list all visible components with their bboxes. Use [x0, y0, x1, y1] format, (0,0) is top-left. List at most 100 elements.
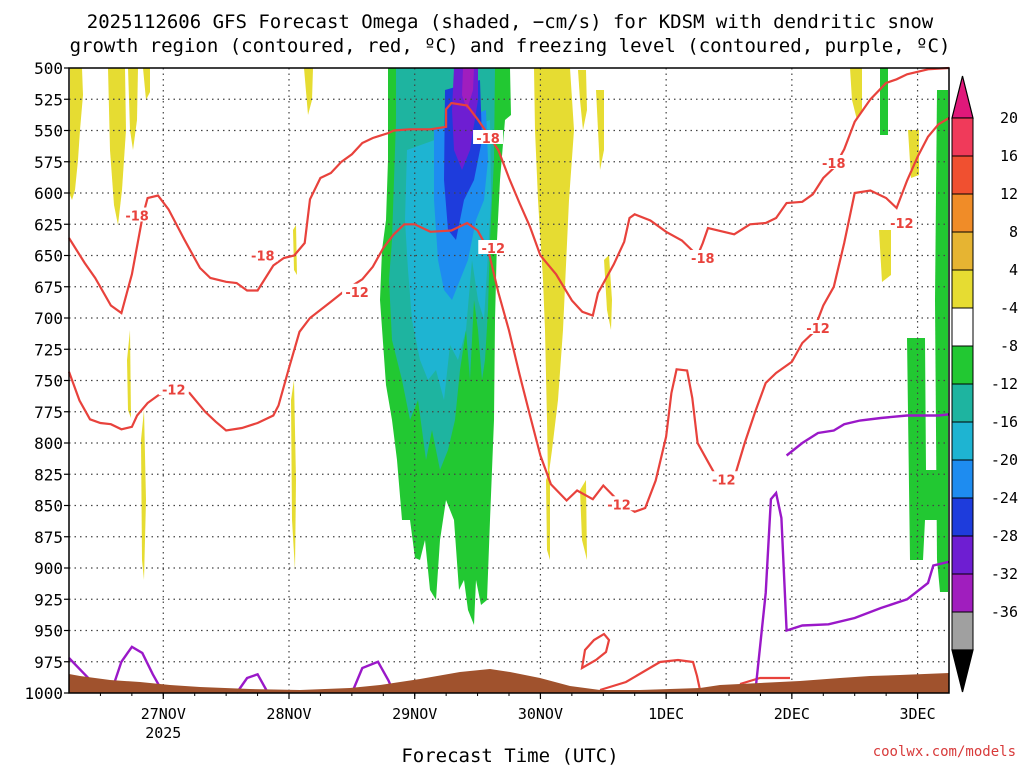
contour-label-bg — [122, 207, 153, 222]
colorbar-label: -36 — [991, 603, 1018, 621]
contour-label: -12 — [806, 322, 830, 337]
omega-patch-yellow — [850, 68, 862, 120]
colorbar-segment — [951, 117, 974, 157]
omega-patch-yellow — [580, 480, 587, 560]
omega-patch-yellow — [108, 68, 126, 225]
dgz-contour-minus12 — [67, 117, 950, 514]
contour-label: -12 — [607, 498, 631, 513]
y-tick-label: 825 — [34, 465, 63, 484]
colorbar-segment — [951, 497, 974, 537]
colorbar-segment — [951, 573, 974, 613]
omega-patch-yellow — [879, 230, 891, 282]
contour-label-bg — [604, 496, 634, 511]
contour-label-bg — [708, 471, 739, 486]
y-tick-label: 925 — [34, 590, 63, 609]
y-tick-label: 725 — [34, 340, 63, 359]
omega-patch-yellow — [578, 70, 587, 130]
contour-label-bg — [818, 155, 849, 169]
contour-label: -12 — [345, 286, 369, 301]
omega-patch-yellow — [70, 68, 83, 200]
colorbar-top-arrow — [951, 75, 974, 119]
omega-patch-green — [880, 68, 888, 135]
chart-title-line1: 2025112606 GFS Forecast Omega (shaded, −… — [87, 11, 934, 33]
omega-patch-yellow — [291, 380, 296, 570]
colorbar-label: 8 — [1009, 223, 1018, 241]
contour-label-bg — [247, 247, 278, 262]
y-tick-label: 525 — [34, 90, 63, 109]
freezing-level-line — [109, 645, 165, 694]
x-tick-label: 30NOV — [518, 705, 563, 723]
x-tick-label: 27NOV — [141, 705, 186, 723]
colorbar-segment — [951, 383, 974, 423]
colorbar-segment — [951, 421, 974, 461]
colorbar-segment — [951, 307, 974, 347]
freezing-level-contours — [68, 413, 950, 694]
y-tick-label: 850 — [34, 497, 63, 516]
contour-label-bg — [473, 130, 504, 144]
omega-patch-yellow — [534, 68, 574, 480]
colorbar-bottom-arrow — [951, 649, 974, 693]
y-tick-label: 750 — [34, 372, 63, 391]
watermark-text: coolwx.com/models — [873, 744, 1016, 760]
colorbar-segment — [951, 155, 974, 195]
colorbar-segment — [951, 535, 974, 575]
x-tick-label: 1DEC — [648, 705, 684, 723]
dgz-contour-low — [739, 676, 790, 686]
contour-label: -18 — [125, 210, 149, 225]
y-tick-label: 875 — [34, 528, 63, 547]
y-tick-label: 950 — [34, 622, 63, 641]
freezing-level-line — [785, 413, 950, 457]
y-tick-label: 1000 — [24, 684, 63, 703]
y-tick-label: 575 — [34, 153, 63, 172]
grid-lines — [69, 68, 949, 693]
omega-patch-yellow — [596, 90, 604, 170]
contour-label: -12 — [482, 242, 506, 257]
y-tick-label: 775 — [34, 403, 63, 422]
contour-label-bg — [886, 215, 917, 229]
x-tick-label: 2DEC — [774, 705, 810, 723]
colorbar-label: -24 — [991, 489, 1018, 507]
omega-patch-yellow — [293, 225, 297, 275]
dgz-contour-loop — [580, 632, 611, 671]
colorbar-label: -12 — [991, 375, 1018, 393]
chart-title-line2: growth region (contoured, red, ºC) and f… — [70, 35, 951, 57]
x-tick-year: 2025 — [145, 724, 181, 742]
x-axis-title: Forecast Time (UTC) — [401, 745, 618, 767]
y-tick-label: 650 — [34, 247, 63, 266]
y-axis: 500 525 550 575 600 625 650 675 700 725 750 775 800 8… — [24, 59, 69, 703]
omega-patch-yellow — [128, 68, 138, 150]
omega-patch-yellow — [604, 255, 612, 330]
x-tick-label: 28NOV — [266, 705, 311, 723]
y-tick-label: 675 — [34, 278, 63, 297]
y-tick-label: 700 — [34, 309, 63, 328]
freezing-level-line — [235, 672, 270, 694]
y-tick-label: 550 — [34, 122, 63, 141]
y-tick-label: 800 — [34, 434, 63, 453]
colorbar-label: -32 — [991, 565, 1018, 583]
y-tick-label: 900 — [34, 559, 63, 578]
colorbar-segment — [951, 193, 974, 233]
colorbar-segment — [951, 611, 974, 651]
x-tick-label: 3DEC — [900, 705, 936, 723]
colorbar-label: -28 — [991, 527, 1018, 545]
colorbar-label: 16 — [1000, 147, 1018, 165]
contour-label: -12 — [890, 217, 914, 232]
omega-patch-yellow — [141, 410, 146, 580]
omega-patch-yellow — [127, 330, 131, 418]
omega-patch-yellow — [304, 68, 313, 115]
contour-label-bg — [478, 240, 509, 254]
y-tick-label: 625 — [34, 215, 63, 234]
colorbar-segment — [951, 459, 974, 499]
contour-label: -18 — [691, 252, 715, 267]
contour-label: -18 — [251, 250, 275, 265]
contour-label-bg — [687, 250, 718, 264]
colorbar-label: -8 — [1000, 337, 1018, 355]
omega-patch-green — [935, 90, 948, 592]
x-tick-label: 29NOV — [392, 705, 437, 723]
colorbar-label: -16 — [991, 413, 1018, 431]
colorbar-segment — [951, 231, 974, 271]
x-axis: 27NOV 28NOV 29NOV 30NOV 1DEC 2DEC 3DEC 2025 — [99, 693, 936, 742]
contour-label: -12 — [712, 473, 736, 488]
dgz-contour-low — [599, 658, 702, 692]
